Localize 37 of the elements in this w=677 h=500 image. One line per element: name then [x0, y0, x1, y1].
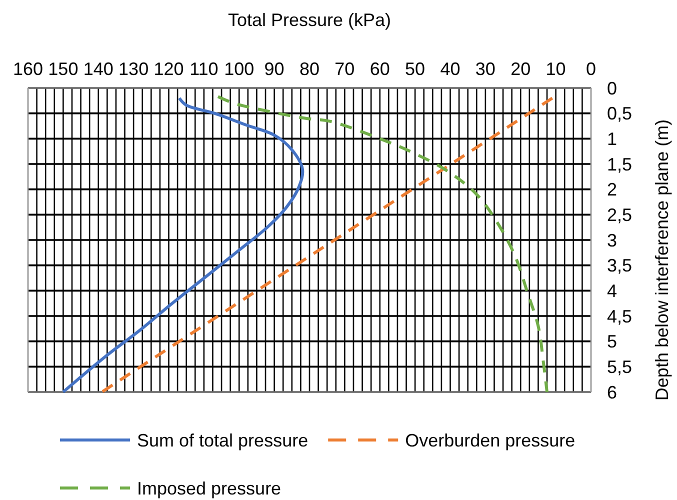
x-axis-title: Total Pressure (kPa) [228, 10, 392, 30]
y-tick-label: 1,5 [607, 154, 632, 174]
legend-label: Overburden pressure [405, 430, 576, 450]
x-tick-label: 130 [118, 59, 149, 79]
y-tick-label: 2,5 [607, 204, 632, 225]
x-tick-label: 70 [334, 59, 355, 79]
x-tick-label: 40 [440, 59, 460, 79]
line-series [62, 96, 304, 394]
y-tick-label: 6 [607, 382, 618, 402]
x-tick-label: 30 [475, 59, 496, 79]
x-tick-label: 90 [264, 59, 284, 79]
y-tick-label: 0 [607, 78, 618, 98]
y-tick-label: 4 [607, 280, 618, 301]
legend-label: Sum of total pressure [137, 430, 308, 450]
x-tick-label: 110 [190, 59, 218, 79]
x-tick-label: 10 [546, 59, 566, 79]
x-tick-label: 20 [510, 59, 531, 79]
x-tick-label: 120 [154, 59, 184, 79]
line-series [216, 95, 549, 394]
y-tick-label: 5 [607, 332, 618, 352]
x-tick-label: 0 [586, 59, 596, 79]
y-tick-label: 1 [607, 128, 618, 149]
x-tick-label: 80 [299, 59, 320, 79]
x-tick-label: 100 [224, 59, 254, 79]
y-axis-title: Depth below interference plane (m) [652, 119, 672, 401]
x-tick-label: 150 [48, 59, 78, 79]
legend-label: Imposed pressure [137, 478, 282, 498]
x-tick-label: 160 [12, 59, 44, 79]
y-tick-label: 0,5 [607, 104, 632, 124]
y-tick-label: 5,5 [607, 356, 632, 377]
y-tick-label: 4,5 [607, 306, 632, 326]
y-tick-label: 2 [607, 180, 618, 200]
x-tick-label: 140 [83, 59, 114, 79]
y-tick-label: 3 [607, 230, 618, 250]
x-tick-label: 60 [370, 59, 390, 79]
x-tick-label: 50 [405, 59, 426, 79]
y-tick-label: 3,5 [607, 256, 632, 276]
